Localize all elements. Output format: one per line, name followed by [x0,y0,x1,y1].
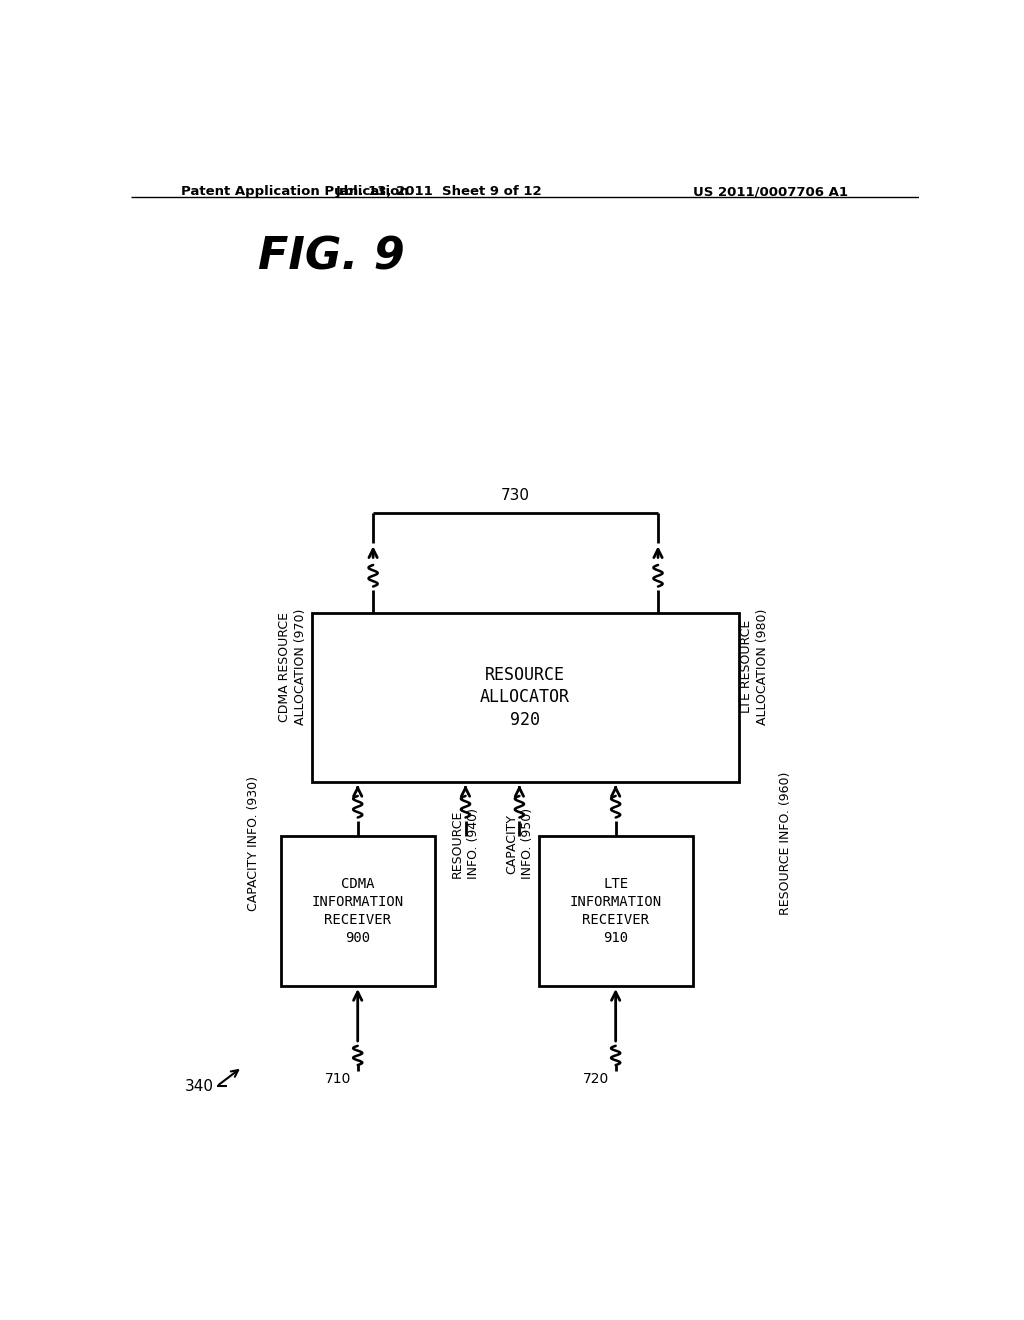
Text: CAPACITY
INFO. (950): CAPACITY INFO. (950) [505,808,534,879]
Text: LTE RESOURCE
ALLOCATION (980): LTE RESOURCE ALLOCATION (980) [739,609,769,725]
Text: RESOURCE
ALLOCATOR
920: RESOURCE ALLOCATOR 920 [480,665,570,729]
Text: LTE
INFORMATION
RECEIVER
910: LTE INFORMATION RECEIVER 910 [569,878,662,945]
Text: CDMA RESOURCE
ALLOCATION (970): CDMA RESOURCE ALLOCATION (970) [278,609,307,725]
Text: Patent Application Publication: Patent Application Publication [180,185,409,198]
Text: CAPACITY INFO. (930): CAPACITY INFO. (930) [247,776,260,911]
Text: 720: 720 [584,1072,609,1086]
Bar [539,836,692,986]
Text: FIG. 9: FIG. 9 [258,235,404,279]
Text: US 2011/0007706 A1: US 2011/0007706 A1 [692,185,848,198]
Text: 340: 340 [184,1078,214,1094]
Bar [281,836,435,986]
Text: 730: 730 [501,488,530,503]
Bar [311,612,739,781]
Text: CDMA
INFORMATION
RECEIVER
900: CDMA INFORMATION RECEIVER 900 [311,878,403,945]
Text: 710: 710 [326,1072,351,1086]
Text: RESOURCE INFO. (960): RESOURCE INFO. (960) [778,772,792,915]
Text: RESOURCE
INFO. (940): RESOURCE INFO. (940) [451,808,480,879]
Text: Jan. 13, 2011  Sheet 9 of 12: Jan. 13, 2011 Sheet 9 of 12 [335,185,542,198]
